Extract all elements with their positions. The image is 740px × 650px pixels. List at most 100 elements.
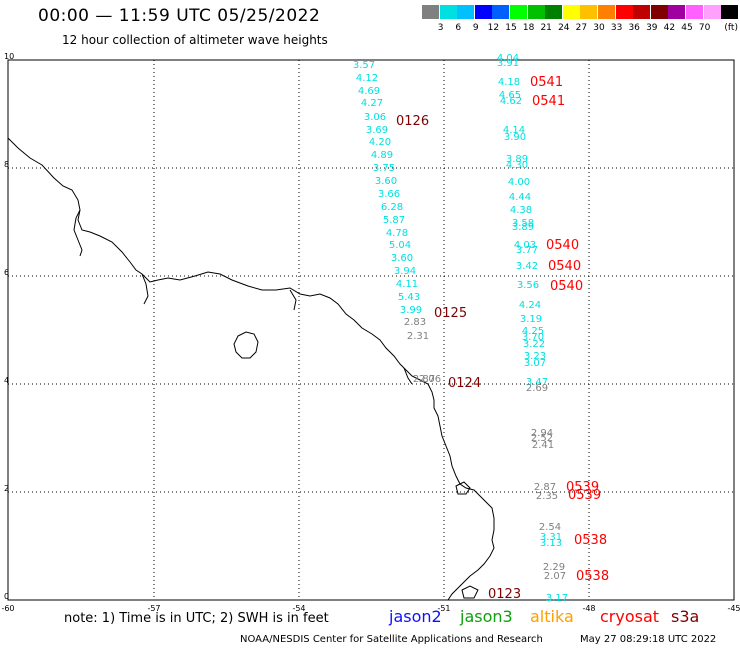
track-value: 3.19	[520, 314, 542, 325]
scale-label: 30	[593, 23, 605, 33]
track-value: 4.18	[498, 77, 520, 88]
scale-swatch	[686, 5, 703, 19]
scale-label: 70	[698, 23, 711, 33]
track-value: 4.38	[510, 205, 532, 216]
track-value: 2.83	[404, 317, 426, 328]
track-value: 3.60	[375, 176, 397, 187]
track-value: 3.69	[366, 125, 388, 136]
pass-label: 0540	[546, 238, 579, 253]
footnote: note: 1) Time is in UTC; 2) SWH is in fe…	[64, 611, 329, 626]
track-value: 2.69	[526, 383, 548, 394]
track-value: 4.03	[514, 240, 536, 251]
scale-label: 21	[540, 23, 552, 33]
track-value: 4.24	[519, 300, 541, 311]
track-value: 2.52	[531, 433, 553, 444]
scale-label: 36	[628, 23, 640, 33]
track-value: 2.87	[534, 482, 556, 493]
scale-swatch	[598, 5, 615, 19]
track-value: 3.47	[526, 377, 548, 388]
track-value: 3.22	[523, 339, 545, 350]
scale-swatch	[721, 5, 739, 19]
river-inlet	[289, 289, 297, 311]
scale-swatch	[527, 5, 545, 19]
track-value: 3.58	[512, 218, 534, 229]
pass-label: 0125	[434, 306, 467, 321]
timestamp-text: May 27 08:29:18 UTC 2022	[580, 634, 717, 645]
scale-label: 18	[522, 23, 535, 33]
track-value: 3.89	[506, 154, 528, 165]
y-tick-label: 6	[4, 268, 9, 277]
scale-swatch	[633, 5, 651, 19]
scale-swatch	[422, 5, 439, 19]
track-value: 3.07	[524, 358, 546, 369]
scale-swatch	[545, 5, 563, 19]
river-inlet	[73, 209, 83, 257]
scale-label: 3	[437, 23, 444, 33]
scale-label: 27	[575, 23, 588, 33]
track-value: 2.54	[539, 522, 561, 533]
x-tick-label: -48	[582, 604, 595, 613]
track-value: 3.57	[353, 60, 375, 71]
track-value: 4.69	[358, 86, 380, 97]
pass-label: 0538	[576, 569, 609, 584]
satellite-s3a: s3a	[671, 607, 700, 626]
lake-outline	[233, 331, 259, 359]
track-value: 2.29	[543, 562, 565, 573]
satellite-jason2: jason2	[389, 607, 442, 626]
track-value: 3.13	[540, 538, 562, 549]
track-value: 4.00	[508, 177, 530, 188]
pass-label: 0540	[550, 279, 583, 294]
pass-label: 0541	[530, 75, 563, 90]
track-value: 6.28	[381, 202, 403, 213]
satellite-cryosat: cryosat	[600, 607, 660, 626]
track-value: 4.78	[386, 228, 408, 239]
track-value: 3.99	[400, 305, 422, 316]
river-inlet	[141, 273, 149, 305]
x-tick-label: -60	[1, 604, 14, 613]
track-value: 4.30	[506, 160, 528, 171]
scale-label: 6	[455, 23, 462, 33]
pass-label: 0539	[568, 488, 601, 503]
scale-swatch	[510, 5, 527, 19]
pass-label: 0539	[566, 480, 599, 495]
y-tick-label: 0	[4, 592, 9, 601]
track-value: 3.75	[373, 163, 395, 174]
scale-label: 39	[646, 23, 658, 33]
pass-label: 0126	[396, 114, 429, 129]
track-value: 3.17	[546, 593, 568, 604]
track-value: 4.12	[356, 73, 378, 84]
pass-label: 0123	[488, 587, 521, 602]
track-value: 3.91	[497, 58, 519, 69]
satellite-altika: altika	[530, 607, 574, 626]
scale-swatch	[474, 5, 492, 19]
track-value: 4.14	[503, 125, 525, 136]
scale-unit: (ft)	[724, 23, 738, 33]
scale-swatch	[615, 5, 633, 19]
track-value: 3.60	[391, 253, 413, 264]
scale-swatch	[703, 5, 721, 19]
scale-label: 45	[681, 23, 693, 33]
pass-label: 0538	[574, 533, 607, 548]
scale-swatch	[668, 5, 686, 19]
x-tick-label: -45	[727, 604, 740, 613]
track-value: 3.70	[522, 332, 544, 343]
y-tick-label: 2	[4, 484, 9, 493]
track-value: 3.56	[517, 280, 539, 291]
y-tick-label: 8	[4, 160, 9, 169]
river-inlet	[403, 367, 413, 385]
track-value: 3.66	[378, 189, 400, 200]
track-value: 4.44	[509, 192, 531, 203]
scale-swatch	[562, 5, 580, 19]
scale-swatch	[650, 5, 668, 19]
track-value: 2.07	[544, 571, 566, 582]
track-value: 4.25	[522, 326, 544, 337]
track-value: 2.94	[531, 428, 553, 439]
scale-label: 9	[472, 23, 479, 33]
scale-label: 42	[663, 23, 676, 33]
plot-frame	[7, 59, 735, 601]
track-value: 2.41	[532, 440, 554, 451]
scale-swatch	[492, 5, 510, 19]
track-value: 3.90	[504, 132, 526, 143]
coastline	[7, 137, 495, 601]
track-value: 3.31	[540, 532, 562, 543]
